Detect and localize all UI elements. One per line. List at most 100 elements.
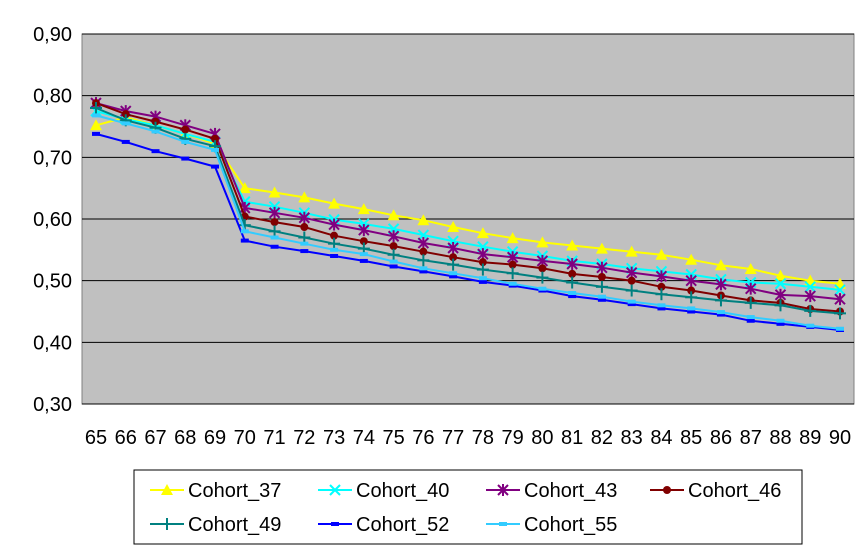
y-tick-label: 0,90 <box>33 24 72 46</box>
data-point <box>627 302 636 307</box>
data-point <box>181 139 190 144</box>
data-point <box>417 254 430 267</box>
x-tick-label: 72 <box>293 427 315 449</box>
data-point <box>240 229 249 234</box>
series-line <box>95 132 841 331</box>
data-point <box>655 270 668 283</box>
data-point <box>774 299 787 312</box>
data-point <box>330 231 339 240</box>
data-point <box>776 321 785 326</box>
data-point <box>121 139 130 144</box>
legend-marker <box>161 484 173 495</box>
x-tick-label: 70 <box>234 427 256 449</box>
data-point <box>121 121 130 126</box>
data-point <box>298 211 311 224</box>
legend-item: Cohort_46 <box>650 480 781 502</box>
x-tick-label: 85 <box>680 427 702 449</box>
data-point <box>268 225 281 238</box>
data-point <box>657 303 666 308</box>
data-point <box>389 264 398 269</box>
data-point <box>687 286 696 295</box>
data-point <box>419 269 428 274</box>
data-point <box>744 296 757 309</box>
data-point <box>597 297 606 302</box>
data-point <box>774 288 787 301</box>
data-point <box>655 248 668 260</box>
data-point <box>300 249 309 254</box>
legend-label: Cohort_37 <box>188 480 281 502</box>
data-point <box>211 164 220 169</box>
data-point <box>478 276 487 281</box>
data-point <box>357 203 370 215</box>
x-tick-label: 83 <box>621 427 643 449</box>
data-point <box>417 237 430 250</box>
data-point <box>596 261 608 274</box>
data-point <box>181 156 190 161</box>
x-tick-label: 88 <box>769 427 791 449</box>
data-point <box>744 262 757 274</box>
x-tick-label: 69 <box>204 427 226 449</box>
data-point <box>834 293 846 306</box>
data-point <box>774 269 787 281</box>
x-tick-label: 78 <box>472 427 494 449</box>
data-point <box>387 209 400 221</box>
data-point <box>508 281 517 286</box>
data-point <box>447 258 460 271</box>
y-axis-tick-labels: 0,30 0,40 0,50 0,60 0,70 0,80 0,90 <box>33 24 72 416</box>
data-point <box>806 323 815 328</box>
x-tick-label: 68 <box>174 427 196 449</box>
data-point <box>151 149 160 154</box>
data-point <box>330 247 339 252</box>
data-point <box>657 306 666 311</box>
y-tick-label: 0,50 <box>33 271 72 293</box>
data-point <box>90 119 102 131</box>
data-point <box>625 266 638 279</box>
y-tick-label: 0,30 <box>33 394 72 416</box>
x-tick-label: 87 <box>740 427 762 449</box>
data-point <box>92 131 100 136</box>
data-point <box>240 238 249 243</box>
data-point <box>447 221 460 233</box>
x-tick-label: 89 <box>799 427 821 449</box>
data-point <box>389 259 398 264</box>
x-tick-label: 80 <box>531 427 553 449</box>
data-point <box>447 241 459 254</box>
data-point <box>449 274 458 279</box>
data-point <box>449 253 458 262</box>
data-point <box>328 197 341 209</box>
x-tick-label: 74 <box>353 427 375 449</box>
legend-marker <box>331 522 339 526</box>
data-point <box>298 191 311 203</box>
data-point <box>476 227 489 239</box>
data-point <box>627 276 636 285</box>
x-tick-label: 79 <box>502 427 524 449</box>
series-cohort-55 <box>92 113 844 331</box>
y-tick-label: 0,60 <box>33 209 72 231</box>
x-tick-label: 67 <box>144 427 166 449</box>
data-point <box>716 312 725 317</box>
data-point <box>834 284 846 296</box>
data-point <box>330 254 339 258</box>
data-point <box>625 245 638 257</box>
x-tick-label: 76 <box>412 427 434 449</box>
data-point <box>151 129 160 134</box>
data-point <box>685 291 698 304</box>
grid-lines <box>82 33 854 405</box>
legend-label: Cohort_52 <box>356 514 449 536</box>
data-point <box>328 218 340 231</box>
x-tick-label: 84 <box>650 427 672 449</box>
legend-marker <box>497 484 509 496</box>
data-point <box>746 315 755 320</box>
series-cohort-43 <box>90 97 846 306</box>
data-point <box>716 310 725 315</box>
data-point <box>419 266 428 271</box>
data-point <box>655 288 668 301</box>
series-line <box>95 102 841 313</box>
y-tick-label: 0,80 <box>33 86 72 108</box>
data-point <box>597 272 606 281</box>
legend-marker <box>161 518 173 530</box>
data-point <box>478 279 487 284</box>
data-point <box>476 263 489 276</box>
data-point <box>151 117 160 126</box>
